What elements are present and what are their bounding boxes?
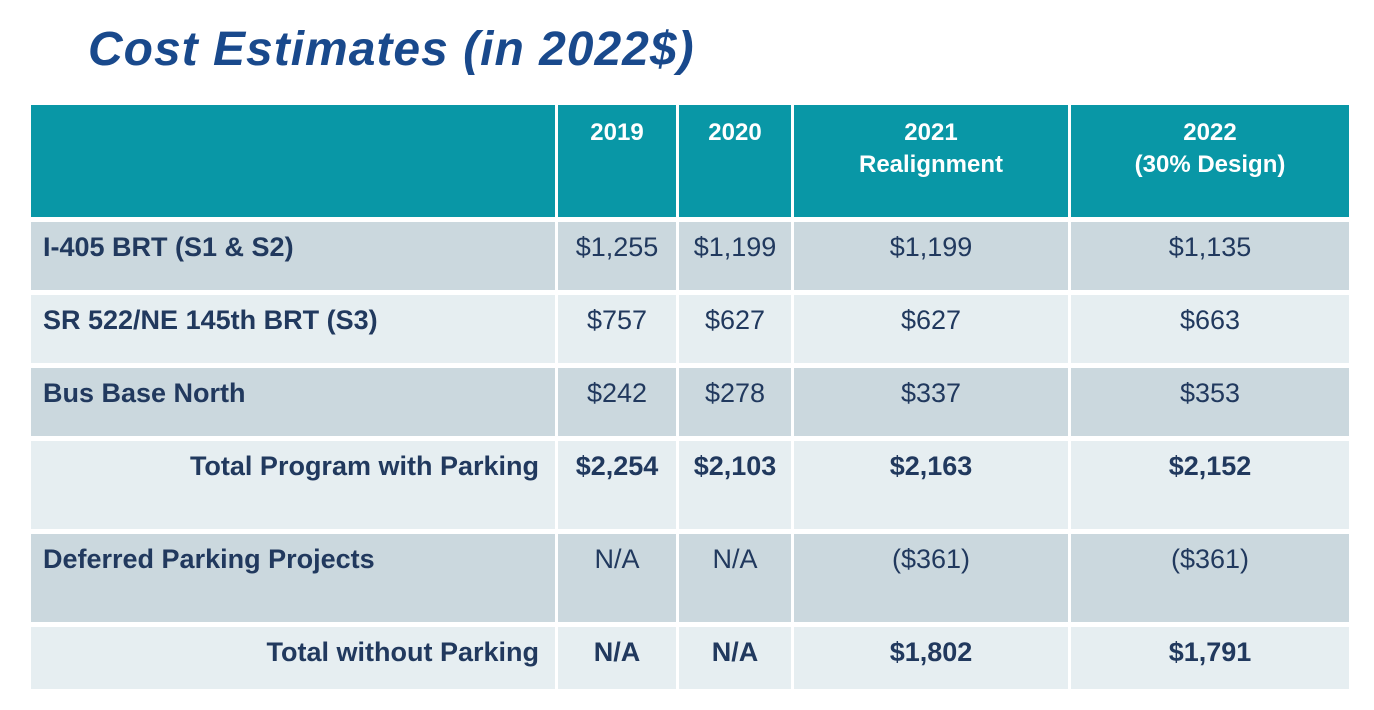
header-row: 2019 2020 2021 Realignment 2022 (30% Des… [31,105,1349,217]
cell-value: $1,791 [1071,627,1349,689]
row-label: Deferred Parking Projects [31,534,555,622]
table-row: Bus Base North $242 $278 $337 $353 [31,368,1349,436]
cell-value: $1,255 [558,222,676,290]
header-cell-blank [31,105,555,217]
header-cell-2021-realignment: 2021 Realignment [794,105,1068,217]
cell-value: $1,135 [1071,222,1349,290]
cell-value: ($361) [1071,534,1349,622]
cell-value: N/A [558,534,676,622]
cell-value: $627 [794,295,1068,363]
table-row: SR 522/NE 145th BRT (S3) $757 $627 $627 … [31,295,1349,363]
page-title: Cost Estimates (in 2022$) [88,23,695,76]
header-cell-2022-30pct-design: 2022 (30% Design) [1071,105,1349,217]
table-row-total-with-parking: Total Program with Parking $2,254 $2,103… [31,441,1349,529]
cell-value: $757 [558,295,676,363]
cell-value: N/A [679,534,791,622]
header-cell-2019: 2019 [558,105,676,217]
row-label: Total Program with Parking [31,441,555,529]
cell-value: $2,163 [794,441,1068,529]
row-label: Bus Base North [31,368,555,436]
cell-value: $1,802 [794,627,1068,689]
cell-value: $627 [679,295,791,363]
row-label: I-405 BRT (S1 & S2) [31,222,555,290]
cell-value: N/A [558,627,676,689]
cell-value: $2,152 [1071,441,1349,529]
cell-value: N/A [679,627,791,689]
cell-value: $1,199 [679,222,791,290]
cell-value: $337 [794,368,1068,436]
cell-value: $278 [679,368,791,436]
cell-value: $242 [558,368,676,436]
header-cell-2020: 2020 [679,105,791,217]
cell-value: $1,199 [794,222,1068,290]
table-row-total-without-parking: Total without Parking N/A N/A $1,802 $1,… [31,627,1349,689]
table-row: Deferred Parking Projects N/A N/A ($361)… [31,534,1349,622]
cell-value: $663 [1071,295,1349,363]
cell-value: $353 [1071,368,1349,436]
row-label: SR 522/NE 145th BRT (S3) [31,295,555,363]
cell-value: ($361) [794,534,1068,622]
cell-value: $2,254 [558,441,676,529]
cell-value: $2,103 [679,441,791,529]
row-label: Total without Parking [31,627,555,689]
cost-estimates-table: 2019 2020 2021 Realignment 2022 (30% Des… [28,100,1352,694]
table-row: I-405 BRT (S1 & S2) $1,255 $1,199 $1,199… [31,222,1349,290]
